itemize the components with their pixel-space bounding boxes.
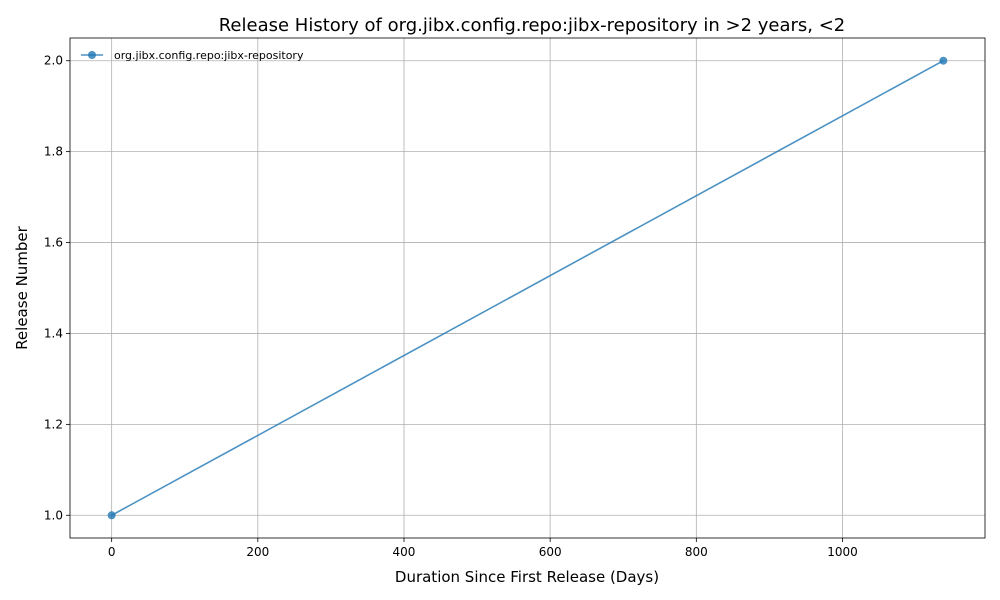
x-tick-label: 200 <box>246 545 269 559</box>
x-axis-ticks: 0 200 400 600 800 1000 <box>108 538 858 559</box>
chart-title: Release History of org.jibx.config.repo:… <box>219 15 846 36</box>
series-line <box>111 60 944 516</box>
y-tick-label: 1.4 <box>44 326 63 340</box>
legend-point-marker <box>88 51 96 59</box>
x-tick-label: 1000 <box>827 545 858 559</box>
plot-frame <box>69 37 986 539</box>
y-tick-label: 2.0 <box>44 54 63 68</box>
data-point <box>939 56 948 65</box>
y-axis-ticks: 1.0 1.2 1.4 1.6 1.8 2.0 <box>44 54 70 522</box>
legend: org.jibx.config.repo:jibx-repository <box>81 49 304 62</box>
x-tick-label: 600 <box>539 545 562 559</box>
x-tick-label: 0 <box>108 545 116 559</box>
x-axis-label: Duration Since First Release (Days) <box>395 568 659 586</box>
legend-label: org.jibx.config.repo:jibx-repository <box>114 49 304 62</box>
y-axis-label: Release Number <box>13 225 31 349</box>
y-tick-label: 1.2 <box>44 417 63 431</box>
x-tick-label: 400 <box>393 545 416 559</box>
y-tick-label: 1.6 <box>44 236 63 250</box>
data-point <box>107 511 116 520</box>
x-tick-label: 800 <box>685 545 708 559</box>
grid <box>70 38 985 538</box>
y-tick-label: 1.0 <box>44 508 63 522</box>
y-tick-label: 1.8 <box>44 145 63 159</box>
series-layer <box>107 56 948 520</box>
